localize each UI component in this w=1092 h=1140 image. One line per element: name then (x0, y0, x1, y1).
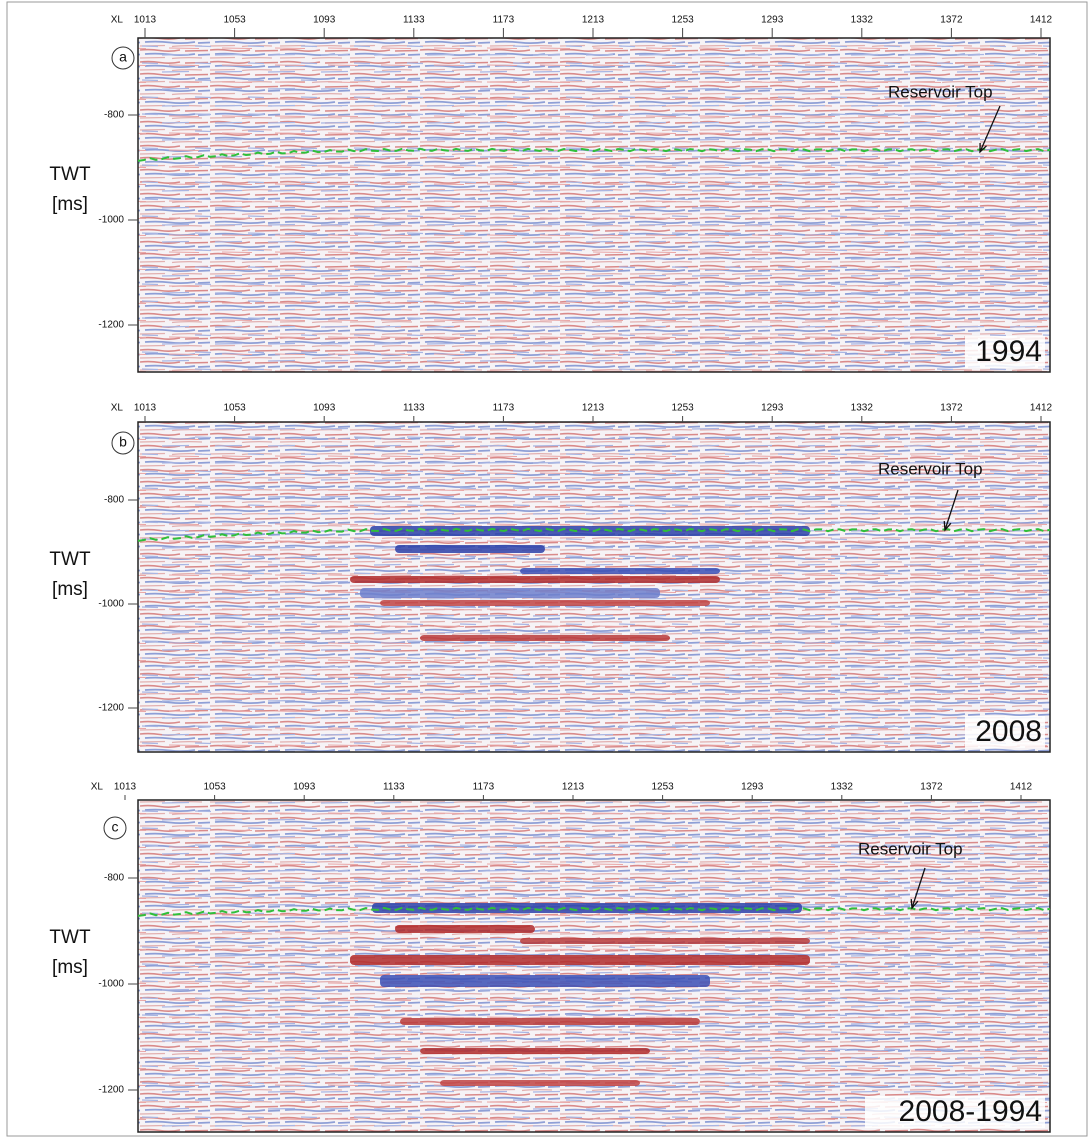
x-tick-label: 1412 (1030, 15, 1053, 26)
amplitude-anomaly (420, 1048, 650, 1054)
panel-label: a (119, 49, 127, 65)
reservoir-horizon (137, 906, 1051, 917)
y-axis-label: [ms] (52, 194, 88, 215)
x-tick-label: 1332 (831, 782, 854, 793)
x-tick-label: 1093 (313, 15, 336, 26)
x-axis-label: XL (111, 403, 124, 414)
caption: 2008 (975, 715, 1042, 748)
x-tick-label: 1173 (493, 15, 515, 26)
x-tick-label: 1013 (134, 15, 157, 26)
x-tick-label: 1133 (403, 403, 425, 414)
caption: 1994 (975, 335, 1042, 368)
annotation-arrow (979, 105, 1001, 153)
x-tick-label: 1332 (851, 403, 874, 414)
y-tick-label: -800 (104, 110, 124, 121)
caption: 2008-1994 (899, 1095, 1042, 1128)
x-tick-label: 1213 (582, 403, 605, 414)
y-axis-label: TWT (49, 164, 91, 185)
seismic-texture (138, 38, 1050, 372)
y-tick-label: -1000 (98, 599, 124, 610)
amplitude-anomaly (350, 576, 720, 583)
x-tick-label: 1013 (114, 782, 137, 793)
y-tick-label: -1000 (98, 215, 124, 226)
annotation-arrow (911, 867, 926, 909)
x-tick-label: 1412 (1010, 782, 1033, 793)
amplitude-anomaly (520, 938, 810, 944)
amplitude-anomaly (440, 1080, 640, 1086)
amplitude-anomaly (380, 975, 710, 987)
panel-label: c (112, 819, 119, 835)
x-tick-label: 1213 (562, 782, 585, 793)
y-tick-label: -1200 (98, 703, 124, 714)
panel-label: b (119, 434, 127, 450)
x-tick-label: 1053 (223, 15, 246, 26)
x-tick-label: 1332 (851, 15, 874, 26)
amplitude-anomaly (380, 600, 710, 606)
x-tick-label: 1213 (582, 15, 605, 26)
amplitude-anomaly (395, 545, 545, 553)
annotation: Reservoir Top (858, 839, 963, 858)
reservoir-horizon (137, 527, 1051, 542)
section-frame (137, 799, 1051, 1133)
x-tick-label: 1133 (383, 782, 405, 793)
amplitude-anomaly (360, 588, 660, 598)
x-tick-label: 1412 (1030, 403, 1053, 414)
amplitude-anomaly (400, 1018, 700, 1025)
y-axis-label: [ms] (52, 957, 88, 978)
y-tick-label: -1000 (98, 979, 124, 990)
reservoir-horizon (137, 147, 1051, 162)
arrow-head (910, 898, 919, 910)
y-tick-label: -1200 (98, 320, 124, 331)
x-tick-label: 1173 (473, 782, 495, 793)
caption-bg (965, 716, 1045, 748)
amplitude-anomaly (520, 568, 720, 574)
amplitude-anomaly (370, 526, 810, 536)
y-axis-label: TWT (49, 927, 91, 948)
y-axis-label: TWT (49, 549, 91, 570)
x-tick-label: 1372 (940, 15, 963, 26)
x-tick-label: 1093 (313, 403, 336, 414)
x-tick-label: 1053 (223, 403, 246, 414)
x-tick-label: 1372 (940, 403, 963, 414)
y-tick-label: -1200 (98, 1085, 124, 1096)
x-tick-label: 1013 (134, 403, 157, 414)
y-tick-label: -800 (104, 495, 124, 506)
seismic-texture (138, 422, 1050, 752)
seismic-texture (138, 800, 1050, 1132)
x-axis-label: XL (111, 15, 124, 26)
x-tick-label: 1173 (493, 403, 515, 414)
x-tick-label: 1053 (203, 782, 226, 793)
annotation-arrow (944, 489, 959, 531)
x-tick-label: 1253 (651, 782, 674, 793)
x-tick-label: 1293 (761, 403, 784, 414)
figure-border (6, 1, 1088, 1137)
x-tick-label: 1293 (741, 782, 764, 793)
amplitude-anomaly (350, 955, 810, 965)
section-frame (137, 37, 1051, 373)
amplitude-anomaly (420, 635, 670, 641)
x-tick-label: 1253 (671, 15, 694, 26)
panel-label-circle (103, 816, 127, 840)
x-tick-label: 1093 (293, 782, 316, 793)
caption-bg (865, 1096, 1045, 1128)
x-tick-label: 1293 (761, 15, 784, 26)
panel-label-circle (111, 46, 135, 70)
annotation: Reservoir Top (888, 82, 993, 101)
arrow-head (979, 142, 987, 154)
section-frame (137, 421, 1051, 753)
panel-label-circle (111, 431, 135, 455)
arrow-head (943, 520, 952, 532)
x-tick-label: 1133 (403, 15, 425, 26)
y-axis-label: [ms] (52, 579, 88, 600)
x-tick-label: 1253 (671, 403, 694, 414)
y-tick-label: -800 (104, 873, 124, 884)
caption-bg (965, 336, 1045, 368)
annotation: Reservoir Top (878, 459, 983, 478)
amplitude-anomaly (395, 925, 535, 933)
x-axis-label: XL (91, 782, 104, 793)
x-tick-label: 1372 (920, 782, 943, 793)
